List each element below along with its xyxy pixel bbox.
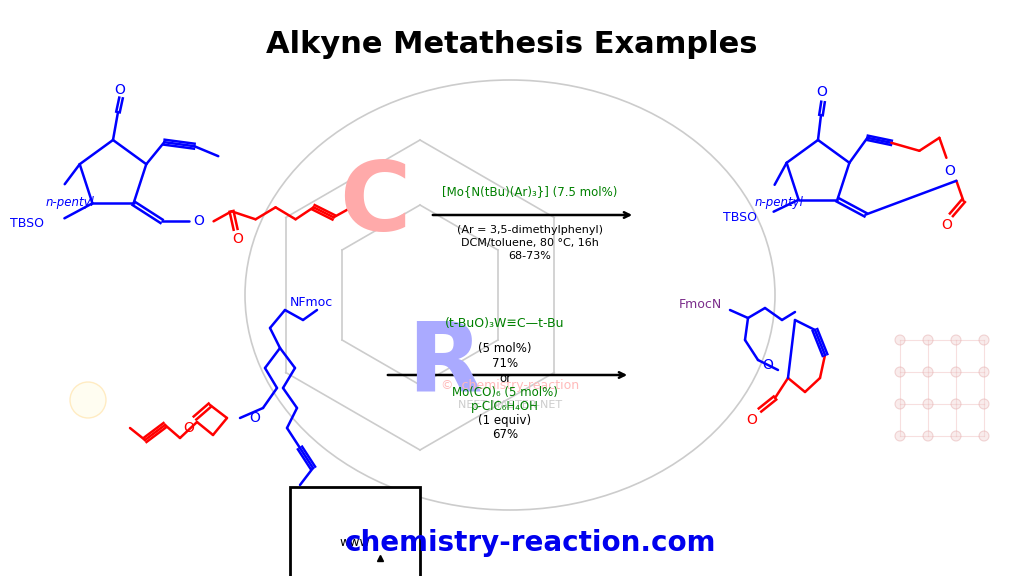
Circle shape: [923, 335, 933, 345]
Circle shape: [895, 431, 905, 441]
Text: (t-BuO)₃W≡C—t-Bu: (t-BuO)₃W≡C—t-Bu: [445, 317, 565, 330]
Text: p-ClC₆H₄OH: p-ClC₆H₄OH: [471, 400, 539, 413]
Text: NFmoc: NFmoc: [290, 295, 333, 309]
Text: O: O: [115, 83, 125, 97]
Text: FmocN: FmocN: [679, 298, 722, 312]
Text: www: www: [340, 536, 371, 550]
Circle shape: [923, 399, 933, 409]
Text: TBSO: TBSO: [10, 217, 44, 230]
Text: O: O: [944, 164, 954, 178]
Circle shape: [979, 431, 989, 441]
Text: [Mo{N(tBu)(Ar)₃}] (7.5 mol%): [Mo{N(tBu)(Ar)₃}] (7.5 mol%): [442, 185, 617, 198]
Text: O: O: [194, 214, 204, 228]
Text: ©  chemistry-reaction: © chemistry-reaction: [441, 378, 579, 392]
Circle shape: [979, 335, 989, 345]
Circle shape: [895, 335, 905, 345]
Text: O: O: [232, 232, 243, 247]
Text: n-pentyl: n-pentyl: [45, 196, 94, 209]
Text: O: O: [746, 413, 758, 427]
Text: (5 mol%): (5 mol%): [478, 342, 531, 355]
Text: C: C: [339, 158, 411, 252]
Text: O: O: [183, 421, 195, 435]
Text: 67%: 67%: [492, 428, 518, 441]
Text: O: O: [763, 358, 773, 372]
Text: or: or: [499, 372, 511, 385]
Text: chemistry-reaction.com: chemistry-reaction.com: [344, 529, 716, 557]
Text: O: O: [941, 218, 952, 232]
Text: DCM/toluene, 80 °C, 16h: DCM/toluene, 80 °C, 16h: [461, 238, 599, 248]
Text: TBSO: TBSO: [723, 211, 757, 224]
Text: O: O: [250, 411, 260, 425]
Text: (1 equiv): (1 equiv): [478, 414, 531, 427]
Circle shape: [951, 335, 961, 345]
Text: R: R: [408, 319, 482, 411]
Text: n-pentyl: n-pentyl: [755, 196, 803, 209]
Circle shape: [951, 431, 961, 441]
Text: O: O: [816, 85, 827, 99]
Circle shape: [951, 399, 961, 409]
Circle shape: [979, 367, 989, 377]
Text: 71%: 71%: [492, 357, 518, 370]
Text: Alkyne Metathesis Examples: Alkyne Metathesis Examples: [266, 30, 758, 59]
Text: NEET MASTER-NET: NEET MASTER-NET: [458, 400, 562, 410]
Circle shape: [895, 399, 905, 409]
Circle shape: [923, 367, 933, 377]
Text: Mo(CO)₆ (5 mol%): Mo(CO)₆ (5 mol%): [452, 386, 558, 399]
Circle shape: [923, 431, 933, 441]
Text: (Ar = 3,5-dimethylphenyl): (Ar = 3,5-dimethylphenyl): [457, 225, 603, 235]
Circle shape: [70, 382, 106, 418]
Circle shape: [979, 399, 989, 409]
Circle shape: [895, 367, 905, 377]
Text: 68-73%: 68-73%: [509, 251, 552, 261]
Circle shape: [951, 367, 961, 377]
